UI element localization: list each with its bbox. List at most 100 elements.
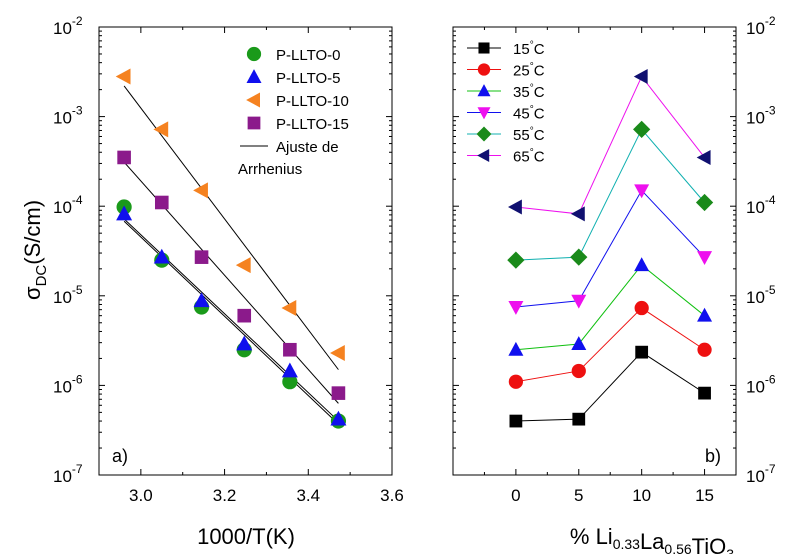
legend-marker: [477, 149, 490, 162]
legend-label: 65°C: [513, 148, 545, 166]
x-tick-label: 10: [632, 486, 651, 505]
x-tick-label: 3.0: [129, 486, 153, 505]
y-tick-label: 10-2: [746, 14, 776, 38]
panel-a-frame: [98, 26, 393, 476]
data-point: [193, 292, 210, 308]
legend-marker: [476, 126, 492, 142]
data-point: [236, 335, 253, 351]
legend-label: Arrhenius: [238, 161, 302, 178]
data-point: [194, 250, 209, 264]
series-line: [515, 189, 705, 308]
legend-marker: [246, 69, 262, 83]
legend-marker: [247, 116, 261, 130]
data-point: [572, 412, 586, 426]
legend-label: Ajuste de: [276, 139, 339, 156]
data-point: [117, 150, 131, 165]
data-point: [571, 363, 586, 379]
legend-marker: [478, 42, 490, 54]
panel-b-frame: [452, 26, 737, 476]
data-point: [508, 199, 522, 215]
panel-b-points: [507, 69, 714, 428]
data-point: [116, 205, 133, 221]
panel-a-y-ticks: 10-7 10-6 10-5 10-4 10-3 10-2: [53, 14, 392, 486]
panel-b: 0 5 10 15 10-7 10-6 10-5 10-4 10-3 10-2 15°C 25°C…: [452, 14, 776, 554]
panel-b-series-lines: [515, 75, 705, 422]
y-tick-label: 10-5: [746, 283, 776, 307]
legend-marker: [246, 46, 262, 62]
data-point: [237, 308, 252, 323]
data-point: [570, 206, 585, 222]
legend-marker: [246, 92, 260, 108]
data-point: [508, 341, 524, 356]
panel-b-y-ticks: 10-7 10-6 10-5 10-4 10-3 10-2: [453, 14, 776, 486]
data-point: [508, 300, 524, 315]
data-point: [281, 300, 297, 317]
data-point: [115, 68, 131, 85]
data-point: [330, 410, 347, 426]
legend-label: P-LLTO-10: [276, 93, 349, 110]
data-point: [331, 386, 346, 400]
y-tick-label: 10-4: [746, 193, 776, 217]
data-point: [635, 345, 649, 359]
series-line: [515, 307, 705, 383]
legend-label: P-LLTO-0: [276, 47, 340, 64]
data-point: [697, 342, 712, 357]
data-point: [634, 184, 650, 199]
y-tick-label: 10-5: [53, 283, 83, 307]
x-tick-label: 3.2: [213, 486, 237, 505]
data-point: [281, 362, 298, 378]
legend-label: 55°C: [513, 126, 545, 144]
panel-a: 3.0 3.2 3.4 3.6 10-7 10-6 10-5 10-4 10-3 10-2 P-…: [20, 14, 404, 549]
panel-a-legend: P-LLTO-0 P-LLTO-5 P-LLTO-10 P-LLTO-15 Ajuste…: [238, 46, 349, 178]
panel-b-legend: 15°C 25°C 35°C 45°C 55°C 65°C: [467, 40, 545, 166]
legend-label: P-LLTO-5: [276, 70, 340, 87]
y-tick-label: 10-7: [53, 462, 83, 486]
series-line: [515, 128, 705, 261]
data-point: [154, 195, 169, 210]
data-point: [695, 193, 714, 212]
panel-a-points: [115, 68, 347, 429]
y-tick-label: 10-6: [53, 372, 83, 396]
series-line: [515, 264, 705, 351]
y-tick-label: 10-6: [746, 372, 776, 396]
panel-a-label: a): [112, 446, 128, 466]
data-point: [633, 120, 651, 139]
y-tick-label: 10-2: [53, 14, 83, 38]
data-point: [697, 251, 713, 266]
data-point: [697, 307, 713, 322]
data-point: [283, 342, 297, 357]
data-point: [634, 300, 649, 316]
x-tick-label: 5: [574, 486, 583, 505]
x-tick-label: 3.6: [380, 486, 404, 505]
legend-marker: [477, 107, 491, 120]
data-point: [153, 121, 169, 138]
legend-marker: [477, 84, 491, 97]
legend-label: 45°C: [513, 105, 545, 123]
panel-b-label: b): [705, 446, 721, 466]
data-point: [509, 414, 523, 428]
arrhenius-fit-line: [123, 218, 339, 422]
panel-a-x-ticks: 3.0 3.2 3.4 3.6: [129, 27, 404, 505]
y-tick-label: 10-3: [53, 104, 83, 128]
series-line: [515, 75, 705, 215]
data-point: [571, 336, 587, 350]
data-point: [330, 344, 345, 361]
x-tick-label: 3.4: [296, 486, 320, 505]
legend-marker: [477, 63, 491, 76]
legend-label: 35°C: [513, 83, 545, 101]
arrhenius-fit-line: [123, 220, 339, 425]
legend-label: P-LLTO-15: [276, 116, 349, 133]
data-point: [698, 386, 711, 400]
data-point: [193, 182, 208, 199]
data-point: [571, 294, 587, 309]
data-point: [507, 251, 525, 269]
legend-label: 15°C: [513, 40, 545, 58]
data-point: [282, 374, 298, 390]
data-point: [696, 149, 711, 165]
panel-a-x-axis-label: 1000/T(K): [197, 524, 295, 549]
series-line: [515, 351, 705, 422]
x-tick-label: 0: [511, 486, 520, 505]
y-tick-label: 10-3: [746, 104, 776, 128]
data-point: [235, 257, 251, 274]
